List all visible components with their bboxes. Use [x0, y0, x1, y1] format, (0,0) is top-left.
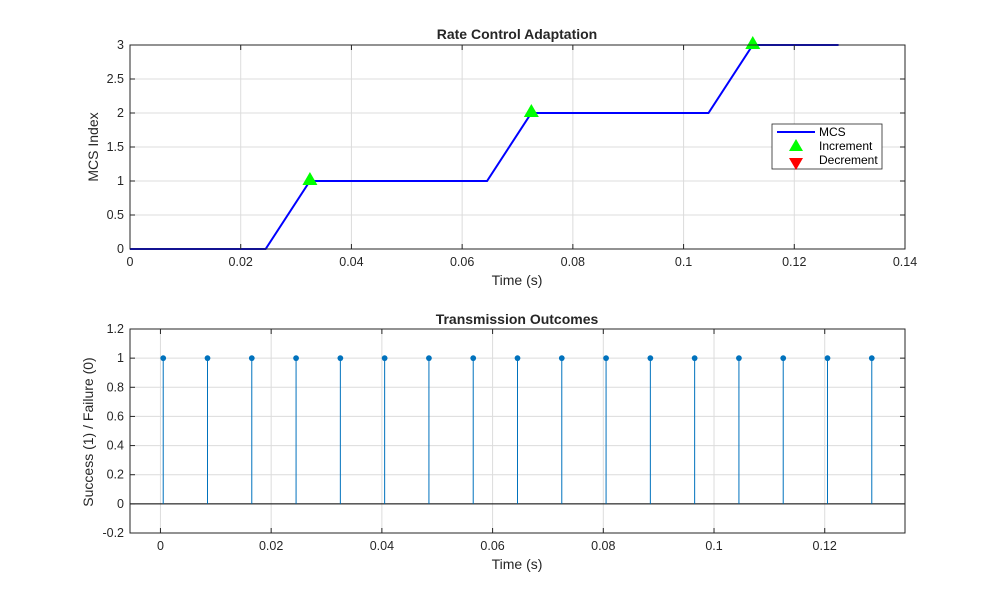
ax2-xtick-label: 0 [157, 539, 164, 553]
legend-decrement-label: Decrement [819, 153, 878, 167]
increment-marker [523, 104, 539, 117]
ax2-ytick-label: 1 [117, 351, 124, 365]
ax2-ytick-label: 0.6 [107, 409, 124, 423]
stem-marker [470, 355, 477, 362]
ax1-xtick-label: 0.14 [893, 255, 917, 269]
stem-marker [381, 355, 388, 362]
ax2-ytick-label: 0.8 [107, 380, 124, 394]
ax2-xtick-label: 0.02 [259, 539, 283, 553]
transmission-xlabel: Time (s) [492, 556, 543, 572]
stem-marker [160, 355, 167, 362]
ax2-ytick-label: 1.2 [107, 322, 124, 336]
ax1-xtick-label: 0.02 [229, 255, 253, 269]
ax2-xtick-label: 0.1 [705, 539, 722, 553]
stem-marker [514, 355, 521, 362]
rate-control-ticks: 0 0.02 0.04 0.06 0.08 0.1 0.12 0.14 0 0.5 1 1.5 2 2.5… [107, 38, 918, 269]
stem-marker [736, 355, 742, 362]
ax1-xtick-label: 0.08 [561, 255, 585, 269]
ax1-ytick-label: 1.5 [107, 140, 124, 154]
stem-marker [824, 355, 831, 362]
legend-mcs-label: MCS [819, 125, 846, 139]
rate-control-xlabel: Time (s) [492, 272, 543, 288]
legend-decrement-marker [789, 158, 803, 170]
rate-control-axes: 0 0.02 0.04 0.06 0.08 0.1 0.12 0.14 0 0.5 1 1.5 2 2.5… [85, 26, 917, 288]
rate-control-legend: MCS Increment Decrement [771, 123, 883, 170]
transmission-axes: 0 0.02 0.04 0.06 0.08 0.1 0.12 -0.2 0 0.2 0.4 0.6 0.… [80, 311, 906, 572]
stem-marker [603, 355, 609, 362]
ax2-ytick-label: 0.4 [107, 439, 124, 453]
transmission-data [130, 355, 905, 505]
increment-marker [745, 36, 761, 49]
stem-marker [426, 355, 432, 362]
legend-increment-marker [789, 139, 803, 151]
ax2-xtick-label: 0.08 [591, 539, 615, 553]
stem-marker [558, 355, 565, 362]
rate-control-ylabel: MCS Index [85, 112, 101, 181]
ax1-xtick-label: 0 [127, 255, 134, 269]
stem-marker [647, 355, 654, 362]
ax2-ytick-label: 0.2 [107, 468, 124, 482]
ax1-xtick-label: 0.12 [782, 255, 806, 269]
ax1-xtick-label: 0.06 [450, 255, 474, 269]
ax2-ytick-label: -0.2 [102, 526, 124, 540]
ax2-xtick-label: 0.06 [480, 539, 504, 553]
ax1-ytick-label: 0.5 [107, 208, 124, 222]
increment-marker [302, 172, 318, 185]
stem-marker [780, 355, 787, 362]
transmission-ticks: 0 0.02 0.04 0.06 0.08 0.1 0.12 -0.2 0 0.2 0.4 0.6 0.… [102, 322, 905, 553]
stem-marker [337, 355, 344, 362]
transmission-title: Transmission Outcomes [436, 311, 599, 327]
ax1-ytick-label: 2.5 [107, 72, 124, 86]
ax1-ytick-label: 3 [117, 38, 124, 52]
stem-marker [204, 355, 211, 362]
stem-marker [248, 355, 255, 362]
legend-increment-label: Increment [819, 139, 873, 153]
ax1-ytick-label: 0 [117, 242, 124, 256]
ax1-xtick-label: 0.1 [675, 255, 692, 269]
stem-marker [691, 355, 698, 362]
stem-marker [868, 355, 875, 362]
ax1-ytick-label: 1 [117, 174, 124, 188]
mcs-series-line [130, 44, 839, 250]
ax2-xtick-label: 0.12 [813, 539, 837, 553]
transmission-ylabel: Success (1) / Failure (0) [80, 357, 96, 506]
rate-control-title: Rate Control Adaptation [437, 26, 597, 42]
ax1-ytick-label: 2 [117, 106, 124, 120]
transmission-axes-frame [129, 328, 906, 534]
ax2-ytick-label: 0 [117, 497, 124, 511]
ax1-xtick-label: 0.04 [339, 255, 363, 269]
ax2-xtick-label: 0.04 [370, 539, 394, 553]
rate-control-data [130, 36, 839, 250]
stem-marker [293, 355, 299, 362]
